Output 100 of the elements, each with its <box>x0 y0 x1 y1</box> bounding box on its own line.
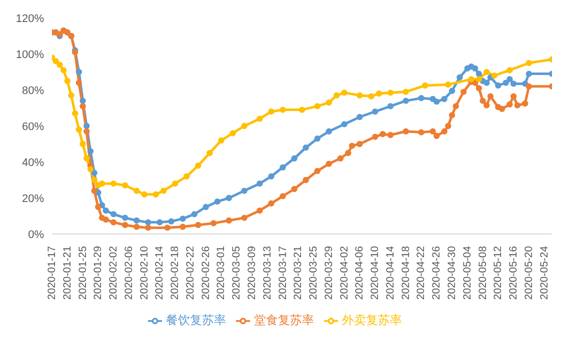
x-tick-label: 2020-04-06 <box>354 246 366 300</box>
point <box>368 93 374 100</box>
point <box>110 211 117 218</box>
point <box>141 191 148 198</box>
point <box>506 76 513 82</box>
point <box>298 106 306 113</box>
legend-label: 堂食复苏率 <box>254 313 314 327</box>
point <box>280 164 286 170</box>
x-tick-label: 2020-01-29 <box>92 246 104 300</box>
point <box>341 121 348 128</box>
point <box>472 65 478 72</box>
point <box>445 82 452 88</box>
point <box>226 194 232 202</box>
point <box>160 188 167 194</box>
point <box>122 182 128 188</box>
point <box>291 155 298 162</box>
x-tick-label: 2020-03-09 <box>246 246 258 300</box>
y-tick-label: 40% <box>22 156 44 169</box>
point <box>526 70 532 77</box>
x-tick-label: 2020-03-05 <box>230 246 243 300</box>
x-tick-label: 2020-05-04 <box>461 246 474 300</box>
y-tick-label: 100% <box>16 48 44 61</box>
x-tick-label: 2020-02-26 <box>200 246 212 300</box>
point <box>372 108 378 115</box>
point <box>341 90 348 96</box>
x-tick-label: 2020-01-21 <box>61 246 74 300</box>
point <box>484 80 490 86</box>
x-tick-label: 2020-05-20 <box>522 246 535 300</box>
point <box>134 188 140 194</box>
point <box>314 103 320 110</box>
x-tick-label: 2020-02-22 <box>184 246 196 300</box>
point <box>80 140 86 148</box>
x-tick-label: 2020-02-18 <box>169 246 182 300</box>
y-tick-label: 20% <box>22 192 44 205</box>
point <box>218 137 224 144</box>
point <box>256 116 263 122</box>
point <box>526 60 532 66</box>
point <box>87 148 94 154</box>
point <box>184 173 190 180</box>
point <box>56 62 63 68</box>
point <box>268 108 274 115</box>
point <box>145 219 152 226</box>
point <box>448 88 456 94</box>
point <box>484 68 490 76</box>
point <box>156 219 163 226</box>
x-tick-label: 2020-04-18 <box>400 246 412 300</box>
point <box>60 67 67 74</box>
point <box>476 70 482 77</box>
point <box>506 67 513 74</box>
legend-label: 外卖复苏率 <box>342 313 402 327</box>
x-tick-label: 2020-02-10 <box>138 246 150 300</box>
point <box>76 126 82 133</box>
point <box>122 214 128 221</box>
point <box>110 180 117 187</box>
x-tick-label: 2020-05-16 <box>508 246 520 300</box>
point <box>376 90 382 97</box>
point <box>326 100 332 106</box>
x-tick-label: 2020-05-08 <box>476 246 489 300</box>
point <box>356 114 363 120</box>
x-tick-label: 2020-04-30 <box>446 246 458 300</box>
point <box>280 106 286 113</box>
x-tick-label: 2020-04-10 <box>369 246 382 300</box>
point <box>230 130 236 136</box>
x-tick-label: 2020-03-29 <box>322 246 335 300</box>
point <box>491 72 498 79</box>
x-tick-label: 2020-03-25 <box>308 246 320 300</box>
point <box>402 88 409 95</box>
point <box>152 191 159 198</box>
point <box>195 162 202 169</box>
x-tick-label: 2020-05-24 <box>538 246 550 300</box>
point <box>91 176 98 184</box>
x-tick-label: 2020-02-14 <box>154 246 166 300</box>
y-tick-label: 60% <box>22 120 44 133</box>
x-tick-label: 2020-05-12 <box>492 246 504 300</box>
x-tick-label: 2020-02-02 <box>108 246 120 300</box>
point <box>102 208 109 214</box>
point <box>256 180 263 187</box>
point <box>418 95 424 102</box>
y-tick-label: 120% <box>16 12 44 25</box>
point <box>180 216 186 222</box>
x-tick-label: 2020-01-25 <box>76 246 89 300</box>
point <box>214 198 220 205</box>
point <box>387 90 394 96</box>
x-tick-label: 2020-04-22 <box>415 246 428 300</box>
point <box>76 68 82 76</box>
point <box>191 211 198 218</box>
point <box>510 80 517 87</box>
point <box>134 217 140 224</box>
point <box>87 166 94 172</box>
point <box>495 82 502 89</box>
x-tick-label: 2020-03-17 <box>276 246 289 300</box>
point <box>456 74 463 80</box>
point <box>241 188 248 194</box>
point <box>84 122 90 130</box>
point <box>268 173 274 180</box>
point <box>168 218 174 224</box>
x-tick-label: 2020-04-26 <box>430 246 443 300</box>
legend-label: 餐饮复苏率 <box>166 313 226 327</box>
point <box>302 144 309 151</box>
point <box>98 180 106 187</box>
